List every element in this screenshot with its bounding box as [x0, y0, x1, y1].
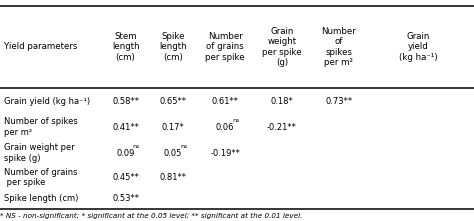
Text: 0.65**: 0.65** [160, 97, 186, 106]
Text: 0.73**: 0.73** [325, 97, 353, 106]
Text: Stem
length
(cm): Stem length (cm) [112, 32, 139, 62]
Text: 0.18*: 0.18* [271, 97, 293, 106]
Text: 0.41**: 0.41** [112, 123, 139, 131]
Text: Grain
weight
per spike
(g): Grain weight per spike (g) [262, 27, 302, 67]
Text: 0.61**: 0.61** [212, 97, 238, 106]
Text: 0.06: 0.06 [216, 123, 235, 131]
Text: Grain weight per
spike (g): Grain weight per spike (g) [4, 143, 74, 163]
Text: Spike
length
(cm): Spike length (cm) [159, 32, 187, 62]
Text: 0.45**: 0.45** [112, 173, 139, 182]
Text: * NS - non-significant; * significant at the 0.05 level; ** significant at the 0: * NS - non-significant; * significant at… [0, 213, 302, 219]
Text: Spike length (cm): Spike length (cm) [4, 194, 78, 203]
Text: ns: ns [232, 118, 239, 123]
Text: 0.09: 0.09 [117, 149, 135, 158]
Text: 0.05: 0.05 [164, 149, 182, 158]
Text: 0.58**: 0.58** [112, 97, 139, 106]
Text: Number of spikes
per m²: Number of spikes per m² [4, 117, 78, 137]
Text: Yield parameters: Yield parameters [4, 42, 77, 51]
Text: 0.53**: 0.53** [112, 194, 139, 203]
Text: Grain
yield
(kg ha⁻¹): Grain yield (kg ha⁻¹) [399, 32, 438, 62]
Text: Number
of
spikes
per m²: Number of spikes per m² [321, 27, 356, 67]
Text: Number
of grains
per spike: Number of grains per spike [205, 32, 245, 62]
Text: -0.21**: -0.21** [267, 123, 297, 131]
Text: 0.81**: 0.81** [160, 173, 186, 182]
Text: ns: ns [133, 144, 140, 149]
Text: Number of grains
 per spike: Number of grains per spike [4, 168, 77, 187]
Text: 0.17*: 0.17* [162, 123, 184, 131]
Text: Grain yield (kg ha⁻¹): Grain yield (kg ha⁻¹) [4, 97, 90, 106]
Text: -0.19**: -0.19** [210, 149, 240, 158]
Text: ns: ns [180, 144, 187, 149]
